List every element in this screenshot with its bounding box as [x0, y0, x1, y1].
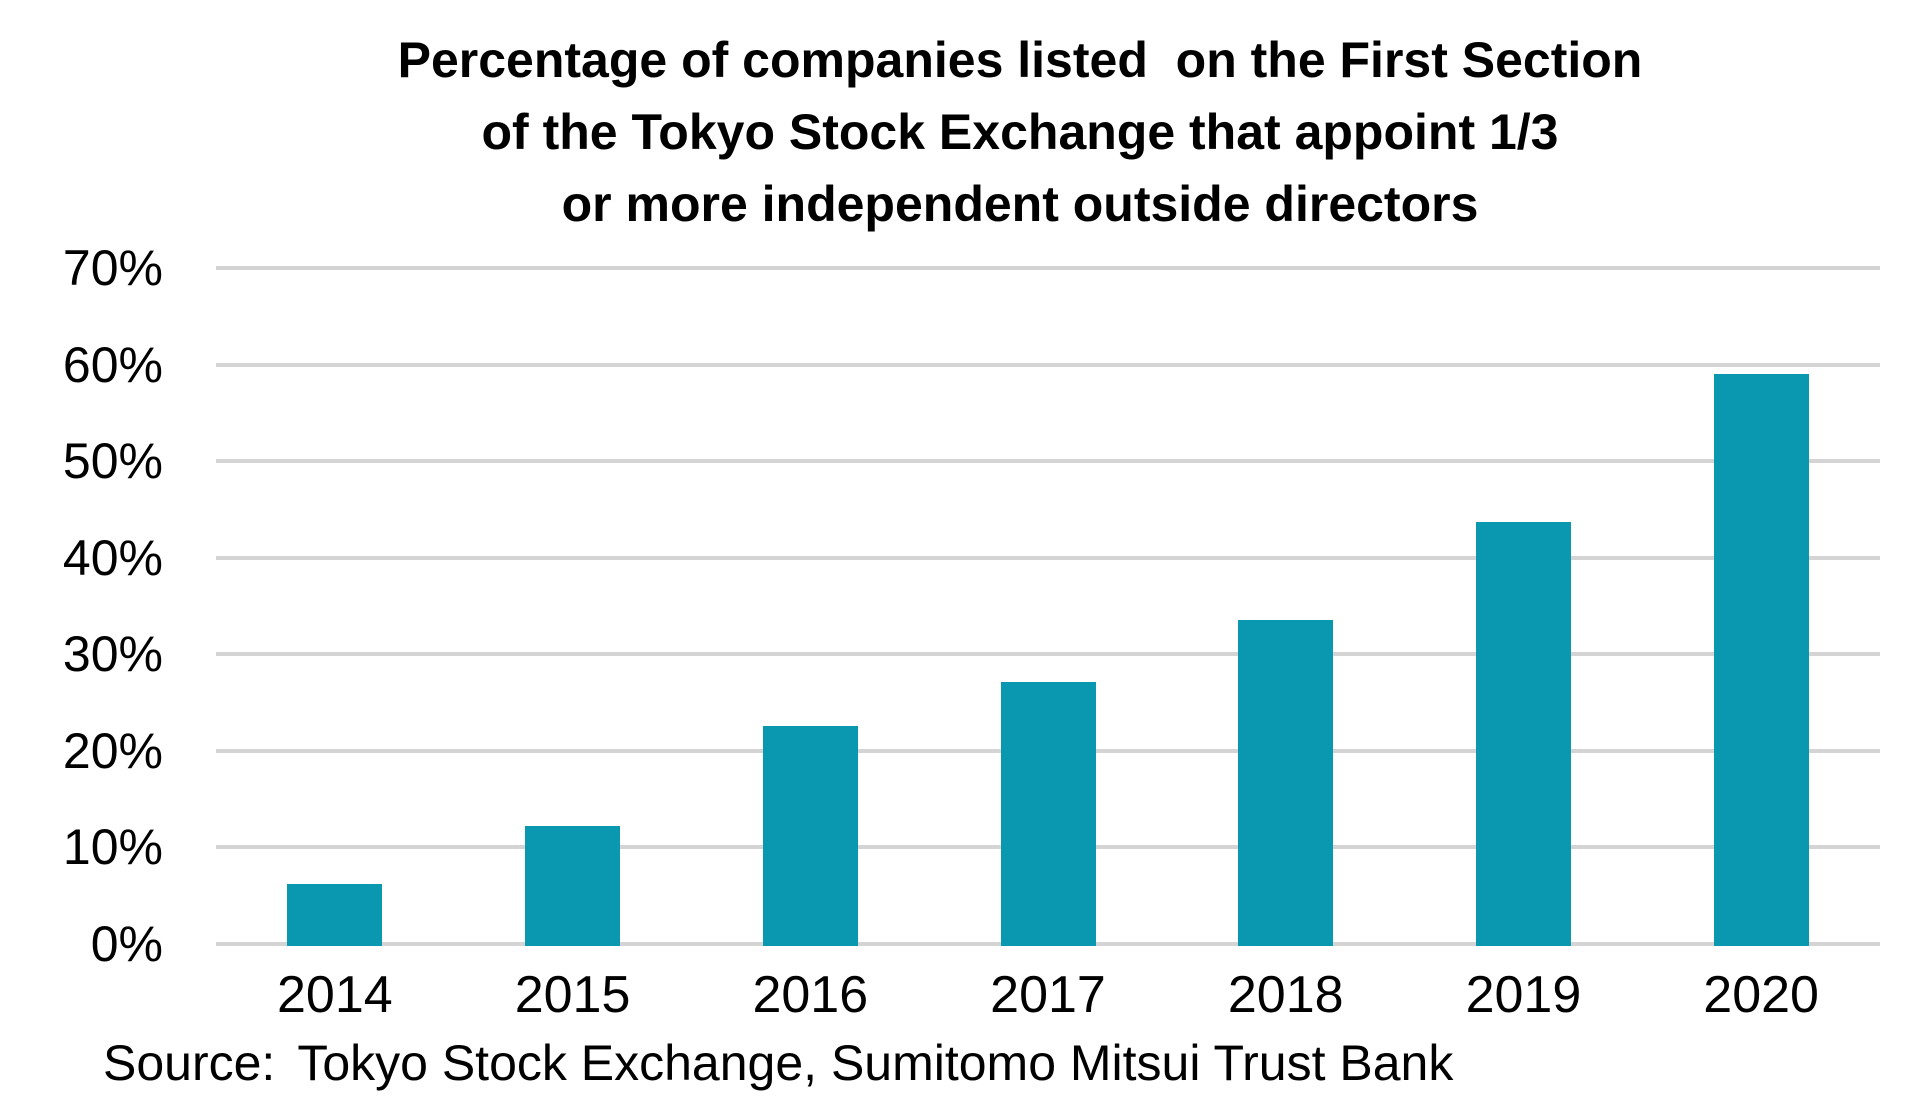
- gridline-40%: [216, 555, 1880, 560]
- gridline-30%: [216, 652, 1880, 657]
- y-axis-tick-label-50%: 50%: [62, 433, 163, 490]
- x-axis-tick-label-2018: 2018: [1227, 966, 1344, 1024]
- y-axis-tick-label-30%: 30%: [62, 626, 163, 683]
- y-axis-tick-label-70%: 70%: [62, 240, 163, 296]
- gridline-70%: [216, 266, 1880, 270]
- y-axis-tick-label-20%: 20%: [62, 722, 163, 779]
- x-axis-tick-label-2015: 2015: [514, 966, 631, 1024]
- bar-2017: [1000, 682, 1096, 946]
- y-axis-tick-label-40%: 40%: [62, 529, 163, 586]
- x-axis-tick-label-2014: 2014: [277, 966, 393, 1024]
- source-note: Source: Tokyo Stock Exchange, Sumitomo Mi…: [103, 1033, 1453, 1093]
- bar-2020: [1713, 374, 1809, 946]
- source-label: Source:: [103, 1035, 276, 1091]
- x-axis-tick-label-2017: 2017: [990, 966, 1106, 1024]
- y-axis-tick-label-10%: 10%: [62, 819, 163, 876]
- x-axis-tick-label-2019: 2019: [1465, 966, 1582, 1024]
- bar-2015: [525, 826, 621, 946]
- x-axis-tick-label-2016: 2016: [752, 966, 869, 1024]
- gridline-60%: [216, 362, 1880, 367]
- y-axis-tick-label-60%: 60%: [62, 336, 163, 393]
- chart-title-line-2: of the Tokyo Stock Exchange that appoint…: [481, 104, 1559, 160]
- source-text: Tokyo Stock Exchange, Sumitomo Mitsui Tr…: [297, 1035, 1454, 1091]
- bar-2016: [762, 725, 858, 946]
- chart-title-line-3: or more independent outside directors: [561, 176, 1479, 232]
- x-axis-tick-label-2020: 2020: [1703, 966, 1819, 1024]
- gridline-50%: [216, 459, 1880, 464]
- y-axis-tick-label-0%: 0%: [90, 916, 163, 972]
- bar-2014: [287, 884, 383, 946]
- chart-title: Percentage of companies listed on the Fi…: [120, 24, 1920, 240]
- bar-2018: [1238, 620, 1334, 946]
- chart-title-line-1: Percentage of companies listed on the Fi…: [397, 32, 1643, 88]
- bar-2019: [1475, 521, 1571, 946]
